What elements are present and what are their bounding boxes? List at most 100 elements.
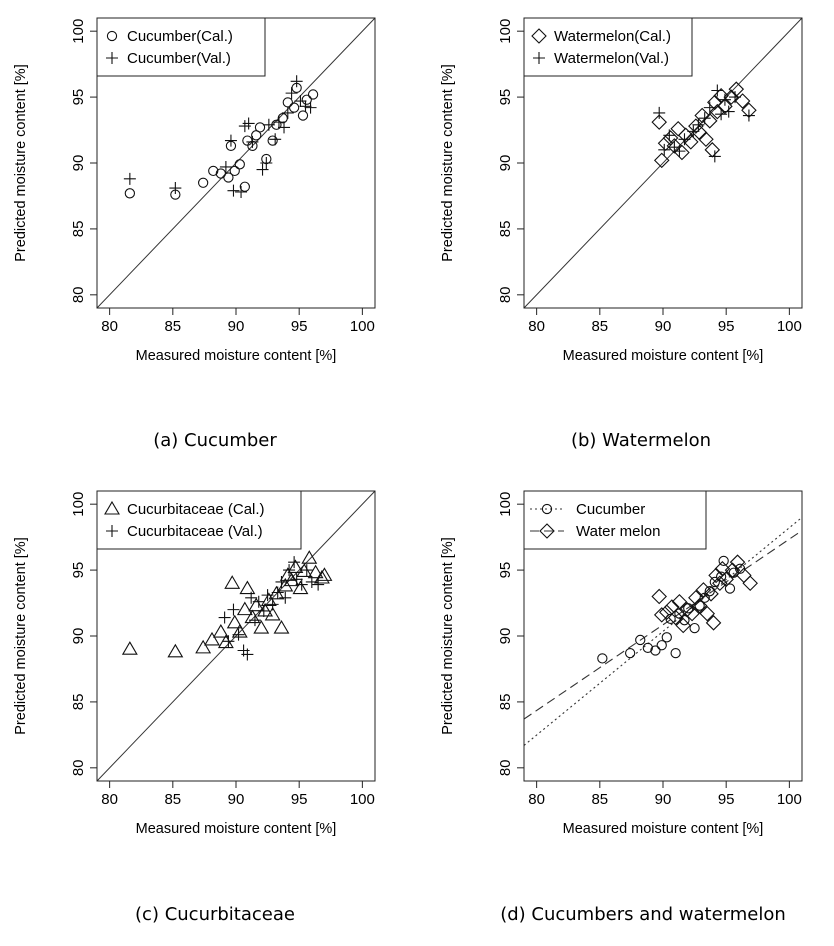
data-point — [121, 641, 138, 655]
x-tick-label: 95 — [718, 318, 735, 335]
data-point — [242, 135, 253, 146]
fit-line-0 — [524, 516, 802, 746]
data-point — [287, 559, 304, 574]
data-point — [290, 573, 303, 586]
data-point — [224, 575, 241, 589]
x-tick-label: 90 — [655, 791, 672, 808]
data-point — [223, 172, 234, 183]
x-tick-label: 100 — [777, 318, 802, 335]
data-point — [234, 159, 245, 170]
y-tick-label: 95 — [497, 89, 514, 106]
data-point — [692, 118, 705, 131]
legend-box — [523, 490, 707, 550]
data-point — [275, 575, 288, 588]
panel-a: 80 85 90 95 100 80 85 90 95 100 Measured moisture … — [13, 17, 376, 451]
y-tick-label: 100 — [70, 19, 87, 44]
panel-d: 80 85 90 95 100 80 85 90 95 100 Measured moisture … — [440, 490, 803, 925]
data-point — [167, 643, 184, 658]
data-point — [252, 595, 265, 608]
data-point — [278, 121, 291, 134]
data-point — [307, 564, 324, 579]
data-point — [239, 181, 250, 192]
data-point — [734, 93, 751, 109]
x-axis-label: Measured moisture content [%] — [563, 348, 764, 364]
data-point — [283, 564, 296, 577]
y-axis-label: Predicted moisture content [%] — [440, 64, 456, 261]
chart-d: 80 85 90 95 100 80 85 90 95 100 Measured moisture … — [440, 490, 803, 837]
x-tick-label: 90 — [655, 318, 672, 335]
data-point — [678, 133, 691, 146]
data-point — [597, 653, 608, 664]
data-point — [260, 157, 273, 169]
legend-label: Watermelon(Val.) — [554, 50, 669, 67]
data-point — [729, 554, 746, 570]
data-point — [169, 182, 182, 195]
data-point — [229, 165, 240, 177]
data-point — [687, 125, 700, 138]
data-point — [722, 105, 735, 118]
legend-label: Cucumber(Val.) — [127, 50, 231, 67]
identity-line — [97, 491, 375, 781]
data-point — [663, 129, 676, 142]
data-point — [728, 81, 745, 97]
data-point — [656, 640, 667, 651]
legend-label: Cucurbitaceae (Cal.) — [127, 501, 265, 518]
x-tick-label: 95 — [291, 791, 308, 808]
data-point — [248, 597, 265, 612]
data-point — [219, 160, 232, 173]
data-point — [624, 647, 636, 659]
data-point — [711, 84, 724, 97]
data-point — [684, 605, 700, 622]
data-point — [671, 593, 688, 610]
y-tick-label: 80 — [70, 286, 87, 303]
data-point — [231, 623, 248, 638]
data-point — [272, 116, 285, 129]
x-axis-label: Measured moisture content [%] — [136, 821, 337, 837]
data-point — [244, 609, 261, 624]
data-point — [304, 101, 317, 114]
data-point — [123, 172, 136, 185]
data-point — [295, 578, 308, 591]
caption-a: (a) Cucumber — [153, 430, 277, 451]
legend-marker — [533, 52, 545, 64]
y-tick-label: 100 — [70, 492, 87, 517]
data-point — [208, 165, 219, 177]
data-point — [224, 134, 237, 147]
data-point — [204, 631, 220, 646]
data-points — [121, 550, 333, 661]
data-point — [267, 135, 278, 146]
data-point — [288, 556, 301, 569]
fit-line-1 — [524, 530, 802, 720]
legend-box — [96, 490, 302, 550]
y-tick-label: 100 — [497, 19, 514, 44]
data-point — [301, 94, 312, 105]
data-point — [254, 122, 266, 133]
data-point — [667, 609, 684, 626]
y-tick-label: 85 — [497, 221, 514, 238]
y-tick-label: 85 — [497, 694, 514, 711]
data-point — [299, 100, 312, 113]
data-point — [742, 109, 755, 122]
data-point — [709, 576, 720, 588]
legend: Watermelon(Cal.) Watermelon(Val.) — [523, 17, 693, 77]
y-tick-label: 90 — [497, 155, 514, 172]
data-point — [316, 567, 333, 581]
data-point — [703, 101, 716, 114]
data-point — [699, 605, 716, 622]
legend-label: Cucumber — [576, 501, 645, 518]
data-point — [709, 103, 726, 120]
data-point — [651, 588, 667, 605]
data-point — [658, 143, 671, 156]
y-tick-label: 90 — [497, 628, 514, 645]
data-point — [642, 642, 653, 654]
data-point — [729, 91, 742, 104]
data-point — [724, 583, 736, 594]
x-axis-label: Measured moisture content [%] — [563, 821, 764, 837]
data-point — [695, 582, 712, 598]
data-point — [256, 163, 269, 176]
x-tick-label: 100 — [350, 318, 375, 335]
identity-line — [524, 18, 802, 308]
y-tick-label: 95 — [497, 562, 514, 579]
data-point — [261, 589, 274, 602]
data-point — [717, 98, 733, 115]
